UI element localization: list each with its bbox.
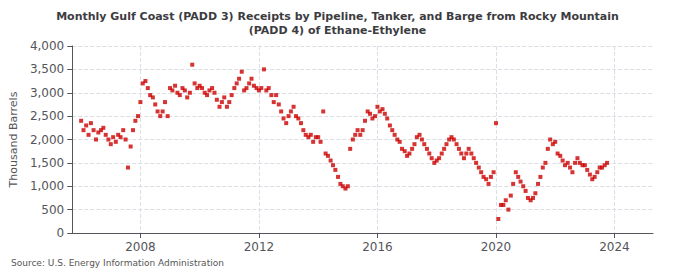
svg-text:2016: 2016 [362, 240, 393, 254]
svg-text:500: 500 [41, 203, 64, 217]
svg-text:2008: 2008 [125, 240, 156, 254]
svg-text:4,000: 4,000 [30, 39, 64, 53]
svg-text:1,500: 1,500 [30, 156, 64, 170]
svg-text:Thousand Barrels: Thousand Barrels [7, 91, 20, 188]
svg-text:Source: U.S. Energy Informatio: Source: U.S. Energy Information Administ… [11, 258, 224, 268]
svg-text:1,000: 1,000 [30, 179, 64, 193]
svg-text:0: 0 [57, 226, 65, 240]
svg-text:2,500: 2,500 [30, 109, 64, 123]
svg-text:3,500: 3,500 [30, 62, 64, 76]
svg-text:2,000: 2,000 [30, 133, 64, 147]
svg-text:3,000: 3,000 [30, 86, 64, 100]
svg-text:2012: 2012 [244, 240, 275, 254]
svg-text:2020: 2020 [481, 240, 512, 254]
svg-text:2024: 2024 [599, 240, 630, 254]
svg-text:(PADD 4) of Ethane-Ethylene: (PADD 4) of Ethane-Ethylene [249, 24, 427, 37]
svg-text:Monthly Gulf Coast (PADD 3) Re: Monthly Gulf Coast (PADD 3) Receipts by … [56, 10, 619, 23]
